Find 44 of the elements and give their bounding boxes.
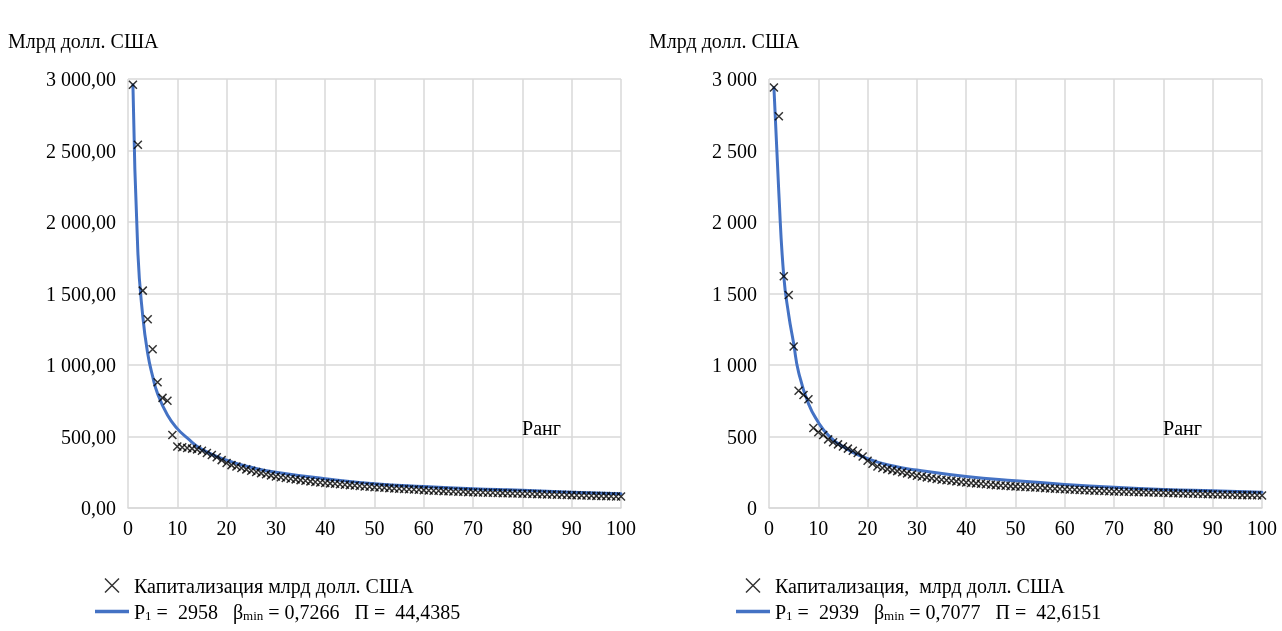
y-tick-label: 2 500 xyxy=(712,139,757,162)
y-axis-title: Млрд долл. США xyxy=(8,30,160,53)
x-axis-title: Ранг xyxy=(522,417,561,439)
y-tick-label: 0 xyxy=(747,497,757,519)
y-tick-label: 2 500,00 xyxy=(46,139,116,162)
x-tick-label: 70 xyxy=(463,517,484,539)
x-tick-label: 50 xyxy=(1005,517,1026,539)
x-tick-label: 80 xyxy=(1153,517,1174,539)
x-tick-label: 60 xyxy=(413,517,434,539)
y-tick-label: 1 000 xyxy=(712,354,757,376)
y-tick-label: 500,00 xyxy=(61,425,116,448)
x-tick-label: 40 xyxy=(956,517,977,539)
x-axis-title: Ранг xyxy=(1163,417,1202,439)
x-tick-label: 30 xyxy=(265,517,286,539)
x-tick-label: 90 xyxy=(561,517,582,539)
x-tick-label: 40 xyxy=(315,517,336,539)
y-tick-label: 3 000,00 xyxy=(46,68,116,90)
x-tick-label: 100 xyxy=(1247,517,1277,539)
y-tick-label: 1 500 xyxy=(712,282,757,305)
y-tick-label: 500 xyxy=(727,425,757,448)
x-tick-label: 0 xyxy=(123,517,133,539)
x-tick-label: 60 xyxy=(1054,517,1075,539)
legend-label: P1 = 2939 βmin = 0,7077 Π = 42,6151 xyxy=(775,600,1102,624)
x-tick-label: 20 xyxy=(857,517,878,539)
y-tick-label: 2 000 xyxy=(712,211,757,233)
y-tick-label: 2 000,00 xyxy=(46,211,116,233)
x-tick-label: 70 xyxy=(1104,517,1125,539)
x-tick-label: 30 xyxy=(906,517,927,539)
y-tick-label: 3 000 xyxy=(712,68,757,90)
legend-label: Капитализация, млрд долл. США xyxy=(775,574,1066,598)
x-tick-label: 0 xyxy=(764,517,774,539)
x-tick-label: 80 xyxy=(512,517,533,539)
x-tick-label: 10 xyxy=(167,517,188,539)
y-axis-title: Млрд долл. США xyxy=(649,30,801,53)
x-tick-label: 20 xyxy=(216,517,237,539)
legend-label: Капитализация млрд долл. США xyxy=(134,574,415,598)
x-tick-label: 90 xyxy=(1202,517,1223,539)
y-tick-label: 1 500,00 xyxy=(46,282,116,305)
x-tick-label: 50 xyxy=(364,517,385,539)
y-tick-label: 1 000,00 xyxy=(46,354,116,376)
x-tick-label: 100 xyxy=(606,517,636,539)
legend-label: P1 = 2958 βmin = 0,7266 Π = 44,4385 xyxy=(134,600,461,624)
y-tick-label: 0,00 xyxy=(81,497,116,519)
x-tick-label: 10 xyxy=(808,517,829,539)
